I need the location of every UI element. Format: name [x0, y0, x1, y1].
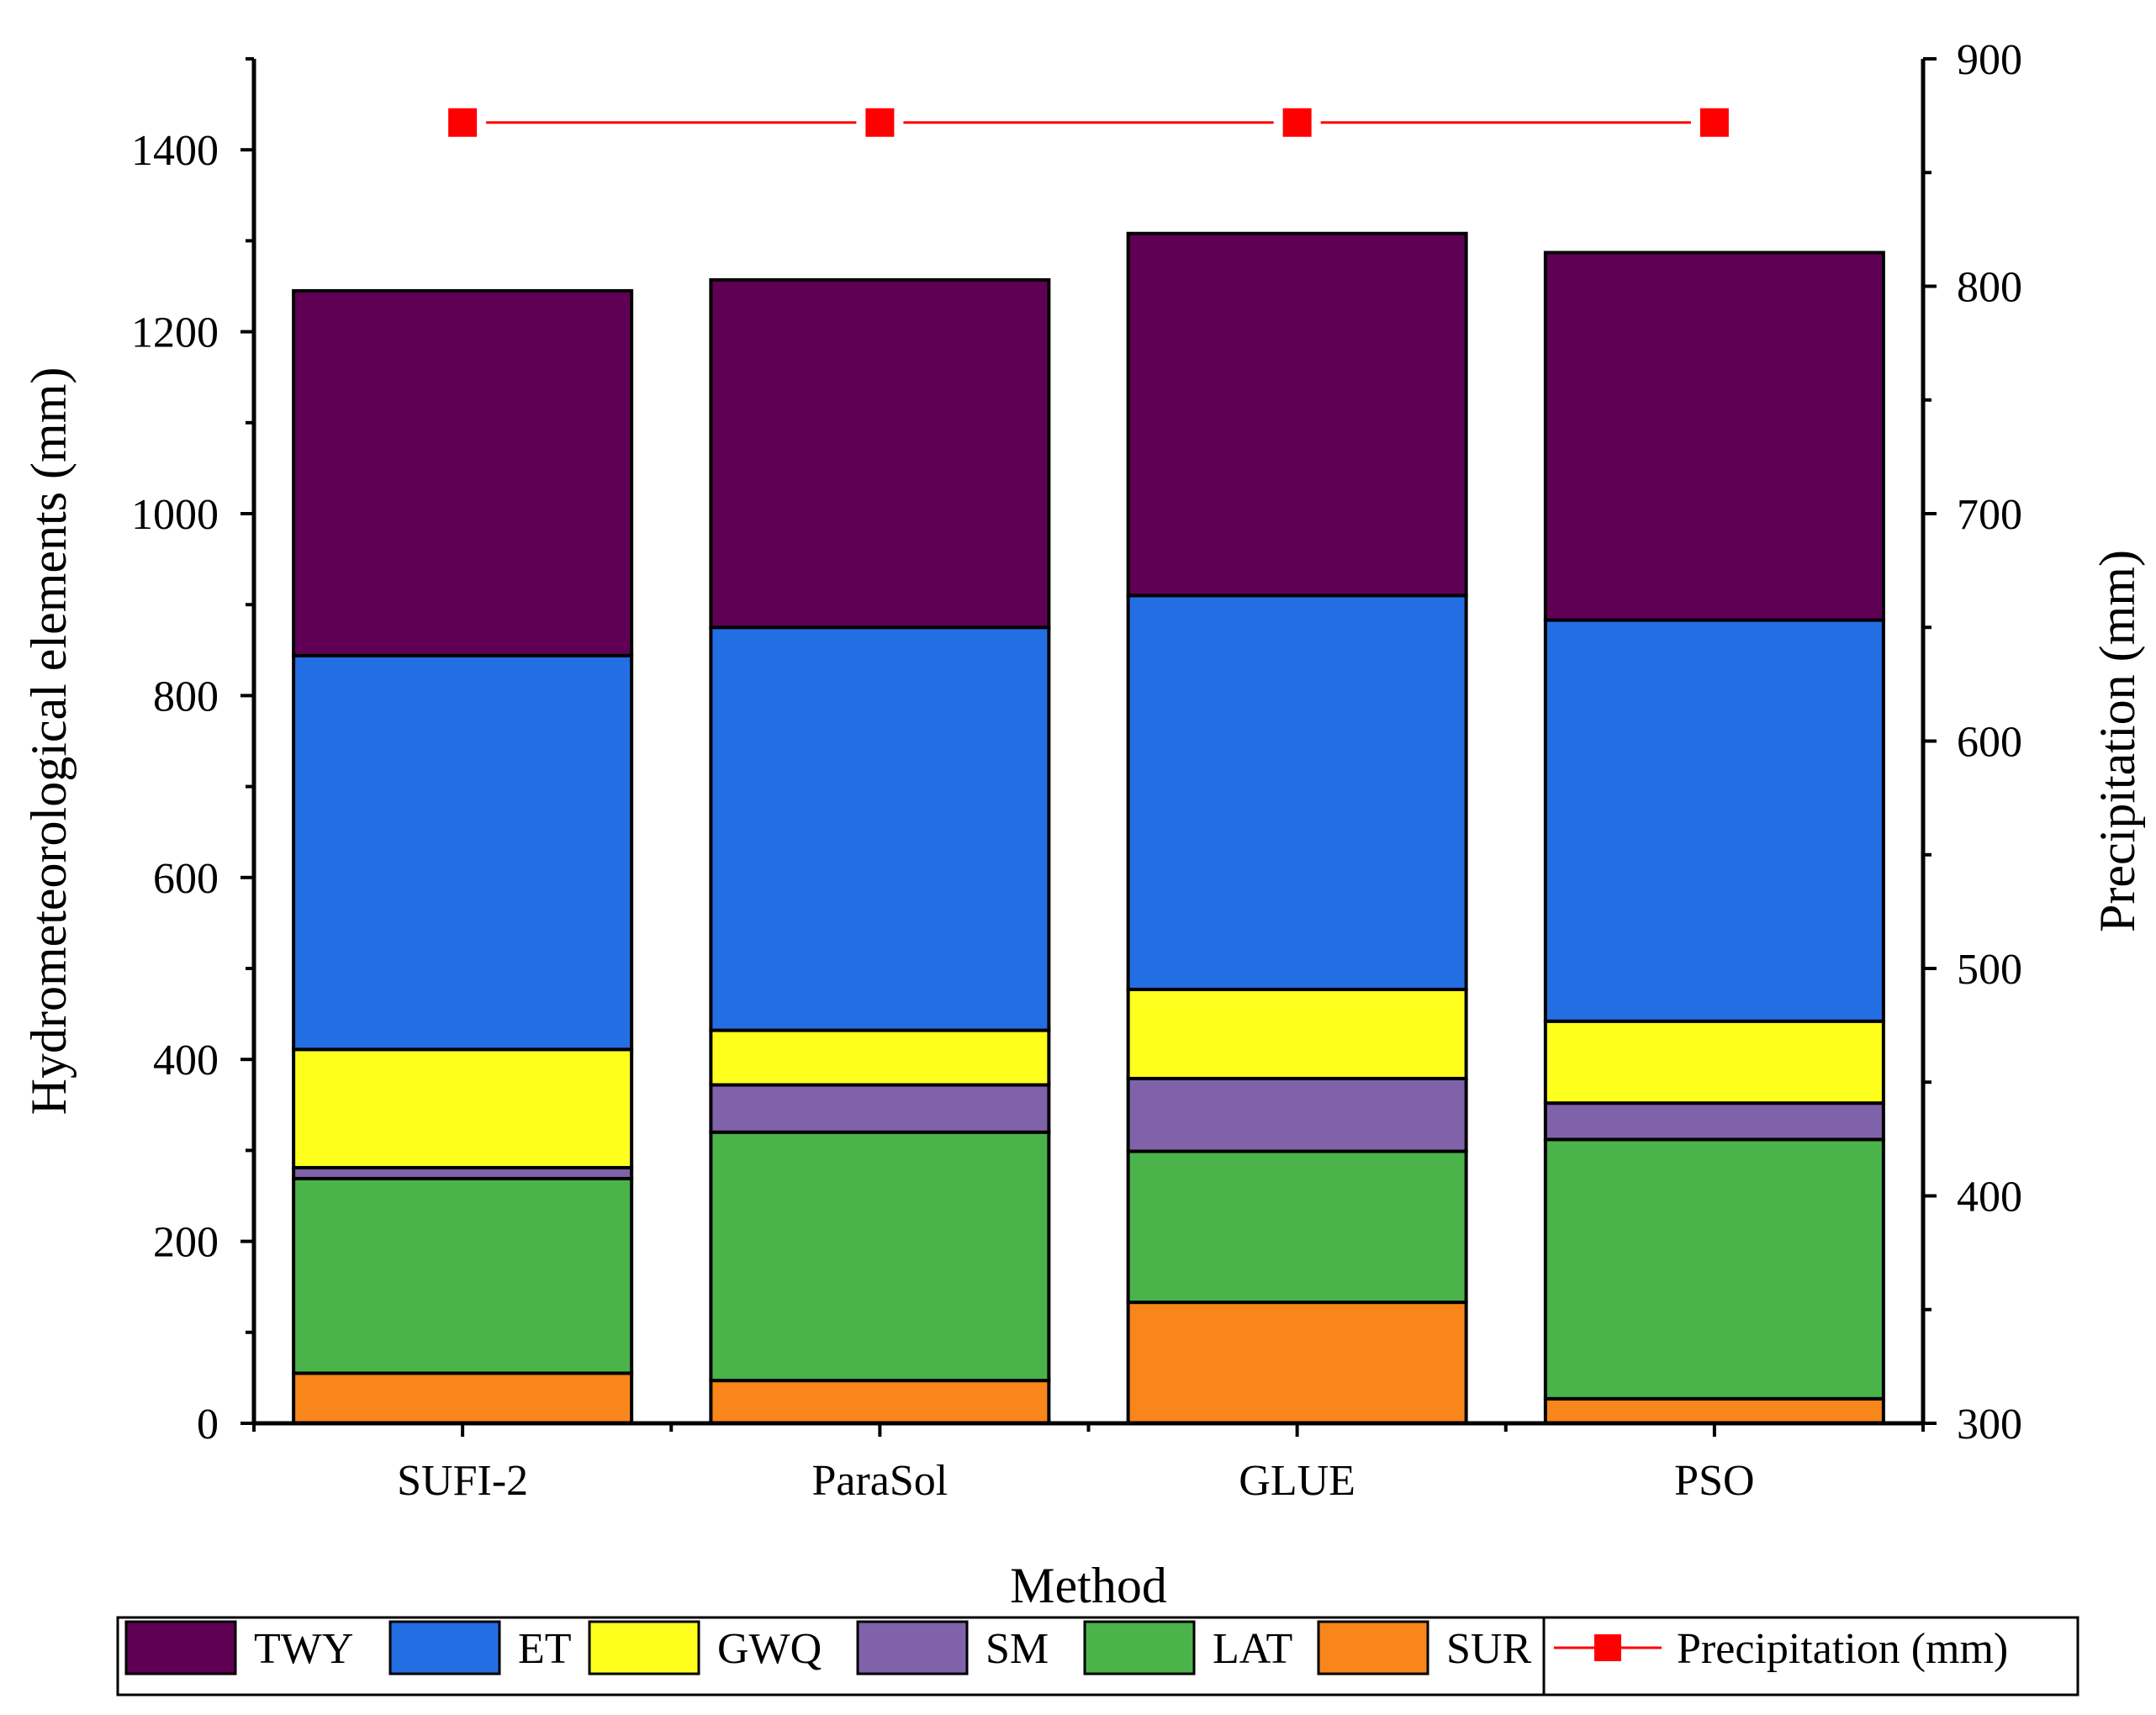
left-tick-label: 800	[153, 673, 219, 720]
legend-precip-marker	[1594, 1634, 1621, 1661]
x-tick-label-pso: PSO	[1674, 1457, 1754, 1505]
precipitation-marker-pso	[1699, 108, 1729, 137]
legend-swatch-gwq	[588, 1620, 700, 1675]
precipitation-marker-glue	[1282, 108, 1312, 137]
precipitation-marker-sufi-2	[448, 108, 478, 137]
legend-label-sur: SUR	[1446, 1625, 1531, 1673]
precipitation-marker-parasol	[865, 108, 895, 137]
right-tick-label: 900	[1957, 36, 2022, 84]
right-tick-label: 600	[1957, 719, 2022, 767]
bar-twy-pso	[1543, 251, 1885, 622]
bar-sur-pso	[1543, 1396, 1885, 1426]
legend-label-gwq: GWQ	[717, 1625, 822, 1673]
bar-et-pso	[1543, 618, 1885, 1023]
right-axis-title: Precipitation (mm)	[2090, 550, 2145, 932]
bar-twy-parasol	[709, 277, 1051, 630]
bar-gwq-parasol	[709, 1028, 1051, 1087]
bar-et-glue	[1126, 594, 1468, 991]
legend-swatch-lat	[1083, 1620, 1196, 1675]
x-tick-label-parasol: ParaSol	[811, 1457, 948, 1505]
legend-label-lat: LAT	[1213, 1625, 1292, 1673]
bar-lat-pso	[1543, 1137, 1885, 1401]
right-tick-label: 700	[1957, 491, 2022, 539]
left-tick-label: 200	[153, 1219, 219, 1267]
bar-twy-glue	[1126, 231, 1468, 598]
bar-sur-sufi-2	[292, 1371, 634, 1425]
legend-swatch-et	[388, 1620, 501, 1675]
legend-swatch-sur	[1317, 1620, 1429, 1675]
left-tick-label: 1000	[131, 491, 219, 539]
left-tick-label: 400	[153, 1037, 219, 1084]
bar-et-parasol	[709, 625, 1051, 1032]
bar-lat-parasol	[709, 1130, 1051, 1383]
left-tick-label: 1200	[131, 309, 219, 357]
legend-bar-frame	[116, 1616, 1546, 1697]
legend-label-sm: SM	[986, 1625, 1049, 1673]
bar-gwq-glue	[1126, 987, 1468, 1080]
precipitation-layer	[448, 108, 1729, 137]
bar-sm-pso	[1543, 1101, 1885, 1142]
right-tick-label: 500	[1957, 946, 2022, 994]
right-tick-label: 300	[1957, 1401, 2022, 1449]
legend-swatch-twy	[124, 1620, 237, 1675]
bars-layer	[292, 231, 1885, 1426]
bar-gwq-sufi-2	[292, 1047, 634, 1169]
x-tick-label-sufi-2: SUFI-2	[397, 1457, 528, 1505]
legend: TWY ET GWQ SM LAT SUR Precipitation (mm)	[116, 1616, 2079, 1697]
bar-gwq-pso	[1543, 1019, 1885, 1106]
left-tick-label: 1400	[131, 127, 219, 175]
bar-twy-sufi-2	[292, 288, 634, 657]
legend-label-twy: TWY	[254, 1625, 353, 1673]
left-tick-label: 0	[197, 1401, 219, 1449]
bar-sur-glue	[1126, 1301, 1468, 1425]
x-axis-title: Method	[1010, 1558, 1167, 1613]
bar-lat-sufi-2	[292, 1176, 634, 1375]
bar-et-sufi-2	[292, 653, 634, 1052]
legend-line-frame	[1542, 1616, 2079, 1697]
axes-layer: 0 200 400 600 800 1000 1200 1400 300 400 500 600 700…	[21, 36, 2145, 1613]
bar-lat-glue	[1126, 1149, 1468, 1305]
bar-sur-parasol	[709, 1379, 1051, 1425]
legend-label-et: ET	[518, 1625, 572, 1673]
left-axis-title: Hydrometeorological elements (mm)	[21, 367, 77, 1116]
legend-swatch-sm	[856, 1620, 969, 1675]
left-tick-label: 600	[153, 855, 219, 903]
right-tick-label: 800	[1957, 264, 2022, 312]
legend-label-precipitation: Precipitation (mm)	[1677, 1625, 2008, 1673]
bar-sm-glue	[1126, 1076, 1468, 1153]
bar-sm-parasol	[709, 1083, 1051, 1134]
x-tick-label-glue: GLUE	[1239, 1457, 1355, 1505]
right-tick-label: 400	[1957, 1174, 2022, 1222]
